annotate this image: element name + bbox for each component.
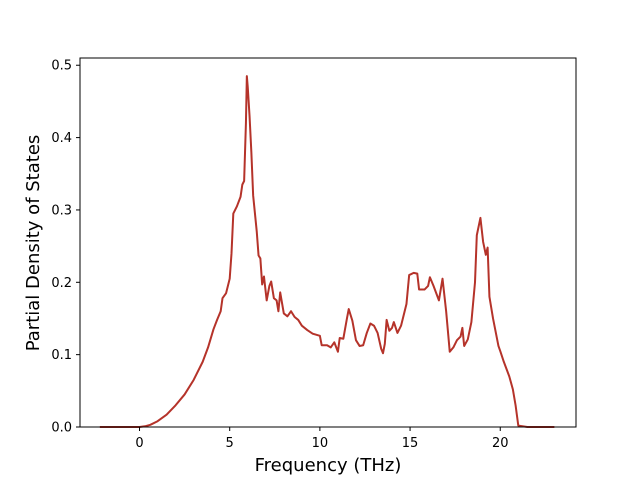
series-line-0 [99, 75, 555, 428]
x-tick-label: 20 [492, 436, 509, 451]
x-tick-label: 5 [226, 436, 234, 451]
y-tick-label: 0.1 [51, 348, 72, 363]
axis-ticks: 0 5 10 15 20 0.0 0.1 0.2 0.3 0.4 0.5 [51, 59, 508, 451]
x-tick-label: 0 [135, 436, 143, 451]
y-tick-label: 0.2 [51, 276, 72, 291]
y-tick-label: 0.5 [51, 59, 72, 74]
x-tick-label: 10 [312, 436, 329, 451]
y-tick-label: 0.3 [51, 203, 72, 218]
x-tick-label: 15 [402, 436, 419, 451]
x-axis-label: Frequency (THz) [255, 455, 402, 476]
y-axis-label: Partial Density of States [23, 135, 44, 352]
y-tick-label: 0.4 [51, 131, 72, 146]
axes-frame [79, 57, 577, 428]
plot-area [99, 75, 555, 428]
y-tick-label: 0.0 [51, 421, 72, 436]
